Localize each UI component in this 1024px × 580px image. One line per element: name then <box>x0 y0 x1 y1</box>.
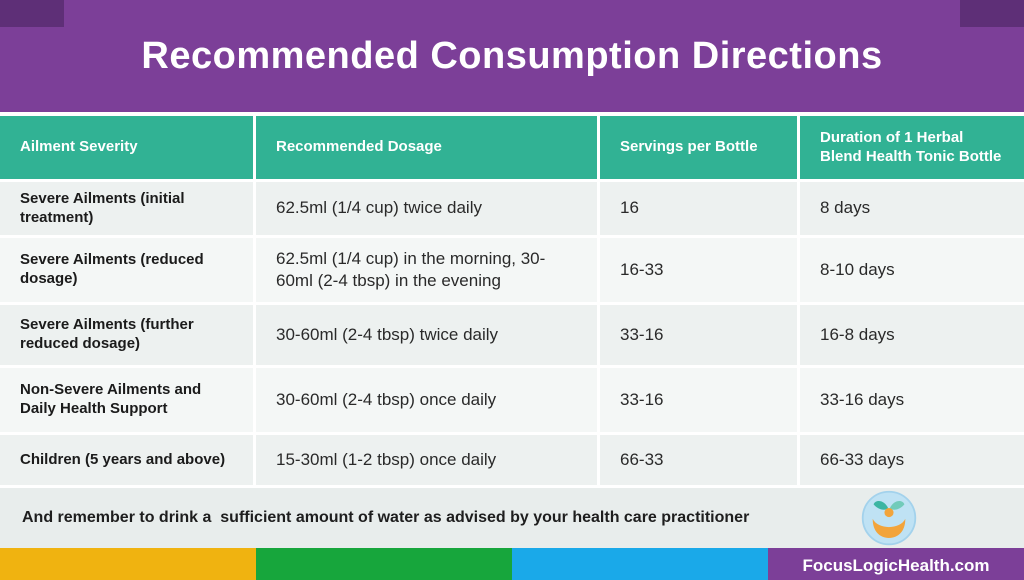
header-servings-per-bottle: Servings per Bottle <box>600 116 800 179</box>
cell-severity: Non-Severe Ailments and Daily Health Sup… <box>0 368 256 432</box>
header-recommended-dosage: Recommended Dosage <box>256 116 600 179</box>
table-row: Severe Ailments (reduced dosage) 62.5ml … <box>0 238 1024 305</box>
color-segment-green <box>256 548 512 580</box>
color-segment-yellow <box>0 548 256 580</box>
corner-accent-right <box>960 0 1024 27</box>
dosage-table: Ailment Severity Recommended Dosage Serv… <box>0 116 1024 488</box>
cell-severity: Severe Ailments (further reduced dosage) <box>0 305 256 365</box>
cell-dosage: 30-60ml (2-4 tbsp) once daily <box>256 368 600 432</box>
cell-duration: 16-8 days <box>820 324 895 344</box>
corner-accent-left <box>0 0 64 27</box>
cell-servings: 16-33 <box>600 238 800 302</box>
cell-dosage: 15-30ml (1-2 tbsp) once daily <box>256 435 600 485</box>
cell-severity: Severe Ailments (initial treatment) <box>0 182 256 235</box>
cell-severity: Severe Ailments (reduced dosage) <box>0 238 256 302</box>
cell-duration: 8-10 days <box>820 259 895 279</box>
color-segment-blue <box>512 548 768 580</box>
cell-duration: 8 days <box>820 198 871 218</box>
focus-logic-health-logo <box>860 489 918 547</box>
table-row: Children (5 years and above) 15-30ml (1-… <box>0 435 1024 488</box>
cell-servings: 33-16 <box>600 305 800 365</box>
header-duration: Duration of 1 Herbal Blend Health Tonic … <box>820 128 1002 165</box>
cell-servings: 16 <box>600 182 800 235</box>
header-ailment-severity: Ailment Severity <box>0 116 256 179</box>
hand-plant-icon <box>861 490 917 546</box>
color-segment-purple: FocusLogicHealth.com <box>768 548 1024 580</box>
page-header: Recommended Consumption Directions <box>0 0 1024 112</box>
cell-servings: 66-33 <box>600 435 800 485</box>
bottom-color-bar: FocusLogicHealth.com <box>0 548 1024 580</box>
page-title: Recommended Consumption Directions <box>141 34 883 77</box>
cell-dosage: 62.5ml (1/4 cup) twice daily <box>256 182 600 235</box>
table-header-row: Ailment Severity Recommended Dosage Serv… <box>0 116 1024 182</box>
table-body: Severe Ailments (initial treatment) 62.5… <box>0 182 1024 488</box>
footer-note: And remember to drink a sufficient amoun… <box>22 509 750 526</box>
cell-duration: 33-16 days <box>820 389 905 409</box>
cell-duration: 66-33 days <box>820 449 905 469</box>
table-row: Non-Severe Ailments and Daily Health Sup… <box>0 368 1024 435</box>
cell-severity: Children (5 years and above) <box>0 435 256 485</box>
table-row: Severe Ailments (further reduced dosage)… <box>0 305 1024 368</box>
table-row: Severe Ailments (initial treatment) 62.5… <box>0 182 1024 238</box>
website-url: FocusLogicHealth.com <box>802 556 990 575</box>
cell-dosage: 62.5ml (1/4 cup) in the morning, 30-60ml… <box>256 238 600 302</box>
cell-dosage: 30-60ml (2-4 tbsp) twice daily <box>256 305 600 365</box>
footer-note-row: And remember to drink a sufficient amoun… <box>0 488 1024 548</box>
cell-servings: 33-16 <box>600 368 800 432</box>
